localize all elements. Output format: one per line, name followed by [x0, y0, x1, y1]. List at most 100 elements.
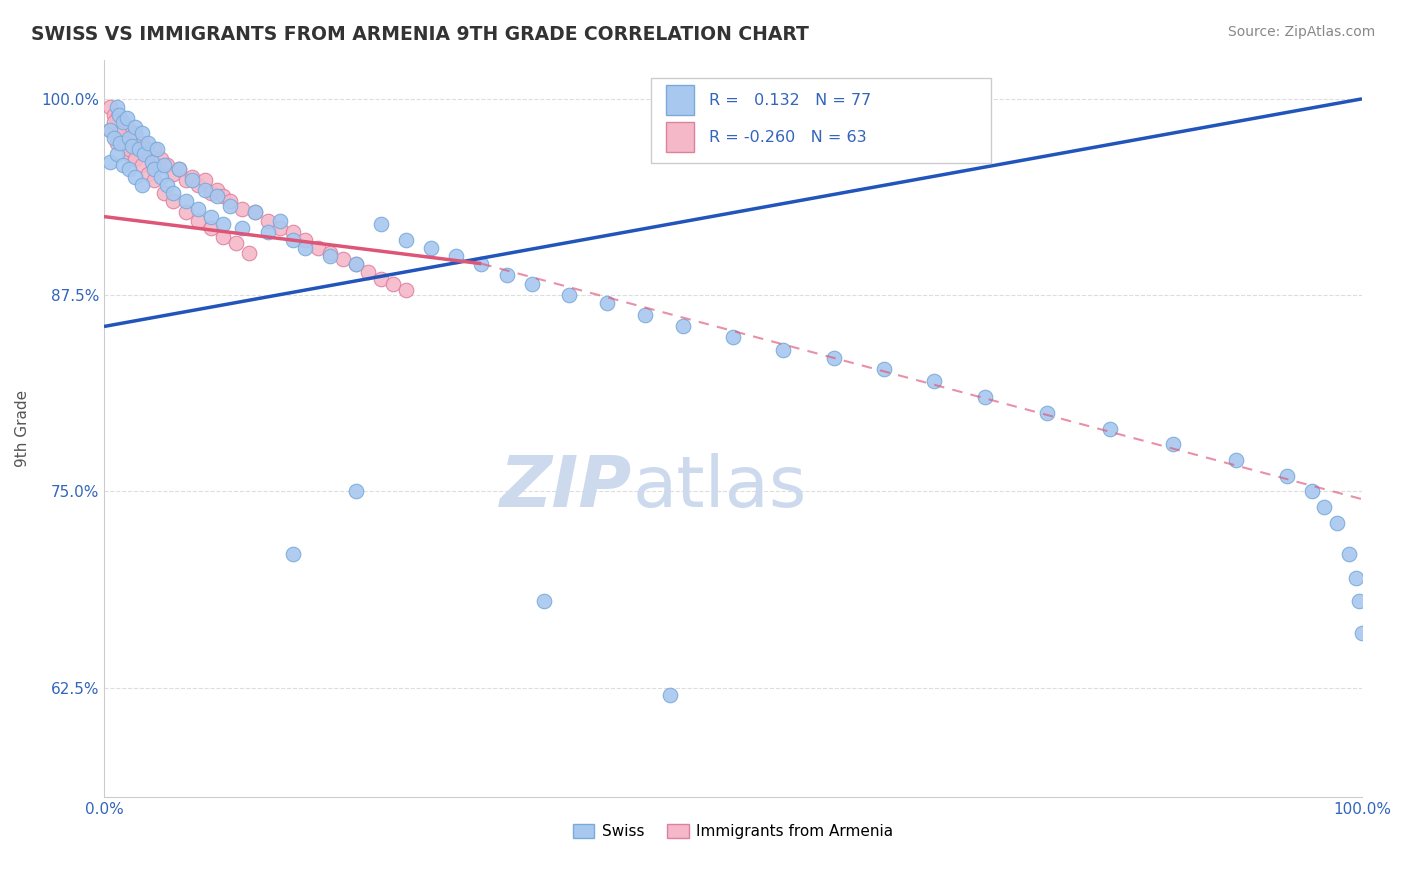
Text: R =   0.132   N = 77: R = 0.132 N = 77	[709, 93, 872, 108]
Point	[332, 252, 354, 266]
Point	[98, 123, 121, 137]
Point	[470, 257, 492, 271]
Point	[344, 484, 367, 499]
Point	[344, 257, 367, 271]
Point	[124, 127, 146, 141]
Point	[121, 131, 143, 145]
Point	[1275, 468, 1298, 483]
Point	[103, 107, 125, 121]
Point	[212, 230, 235, 244]
Point	[105, 146, 128, 161]
Point	[111, 158, 134, 172]
Text: Source: ZipAtlas.com: Source: ZipAtlas.com	[1227, 25, 1375, 39]
Point	[256, 225, 278, 239]
Point	[136, 146, 159, 161]
Point	[141, 154, 163, 169]
Point	[174, 194, 197, 208]
Point	[200, 220, 222, 235]
Point	[218, 198, 240, 212]
Point	[149, 170, 172, 185]
Point	[112, 136, 135, 150]
Point	[98, 123, 121, 137]
Point	[200, 210, 222, 224]
Point	[146, 158, 169, 172]
Point	[105, 100, 128, 114]
Point	[1313, 500, 1336, 514]
Point	[382, 277, 405, 291]
Point	[187, 214, 209, 228]
Point	[128, 142, 150, 156]
Point	[205, 189, 228, 203]
Point	[169, 162, 191, 177]
Text: ZIP: ZIP	[501, 453, 633, 522]
Point	[162, 186, 184, 200]
Point	[1348, 594, 1371, 608]
Point	[105, 111, 128, 125]
Text: atlas: atlas	[633, 453, 807, 522]
Point	[131, 136, 153, 150]
Point	[319, 249, 342, 263]
Point	[294, 241, 316, 255]
Point	[134, 142, 156, 156]
Point	[243, 205, 266, 219]
Point	[672, 319, 695, 334]
Point	[118, 162, 141, 177]
Point	[134, 146, 156, 161]
Point	[357, 264, 380, 278]
Point	[98, 154, 121, 169]
Point	[136, 167, 159, 181]
Point	[124, 170, 146, 185]
Point	[187, 178, 209, 193]
Point	[772, 343, 794, 357]
Point	[533, 594, 555, 608]
Point	[131, 178, 153, 193]
Point	[115, 111, 138, 125]
Point	[156, 178, 179, 193]
Point	[181, 173, 204, 187]
Point	[281, 225, 304, 239]
Point	[131, 158, 153, 172]
FancyBboxPatch shape	[666, 86, 695, 115]
Point	[596, 296, 619, 310]
Point	[281, 233, 304, 247]
Point	[1036, 406, 1059, 420]
Point	[118, 146, 141, 161]
Point	[634, 309, 657, 323]
Text: R = -0.260   N = 63: R = -0.260 N = 63	[709, 129, 866, 145]
Point	[1344, 571, 1367, 585]
Point	[922, 375, 945, 389]
Point	[231, 202, 253, 216]
Point	[108, 127, 131, 141]
Point	[1339, 547, 1361, 561]
Point	[110, 136, 132, 150]
Point	[256, 214, 278, 228]
Point	[218, 194, 240, 208]
Point	[1326, 516, 1348, 530]
Point	[395, 233, 418, 247]
Point	[194, 173, 217, 187]
Point	[1161, 437, 1184, 451]
Point	[231, 220, 253, 235]
Point	[721, 330, 744, 344]
Point	[269, 220, 291, 235]
Point	[200, 186, 222, 200]
Point	[281, 547, 304, 561]
Point	[153, 186, 176, 200]
Point	[110, 127, 132, 141]
Point	[1301, 484, 1323, 499]
Point	[319, 245, 342, 260]
Point	[143, 162, 166, 177]
Point	[659, 689, 682, 703]
Point	[212, 189, 235, 203]
Point	[146, 142, 169, 156]
Point	[307, 241, 329, 255]
Point	[823, 351, 845, 365]
Point	[162, 167, 184, 181]
Point	[558, 288, 581, 302]
Point	[344, 257, 367, 271]
Text: SWISS VS IMMIGRANTS FROM ARMENIA 9TH GRADE CORRELATION CHART: SWISS VS IMMIGRANTS FROM ARMENIA 9TH GRA…	[31, 25, 808, 44]
Point	[370, 218, 392, 232]
Point	[118, 142, 141, 156]
Point	[108, 115, 131, 129]
Point	[115, 131, 138, 145]
